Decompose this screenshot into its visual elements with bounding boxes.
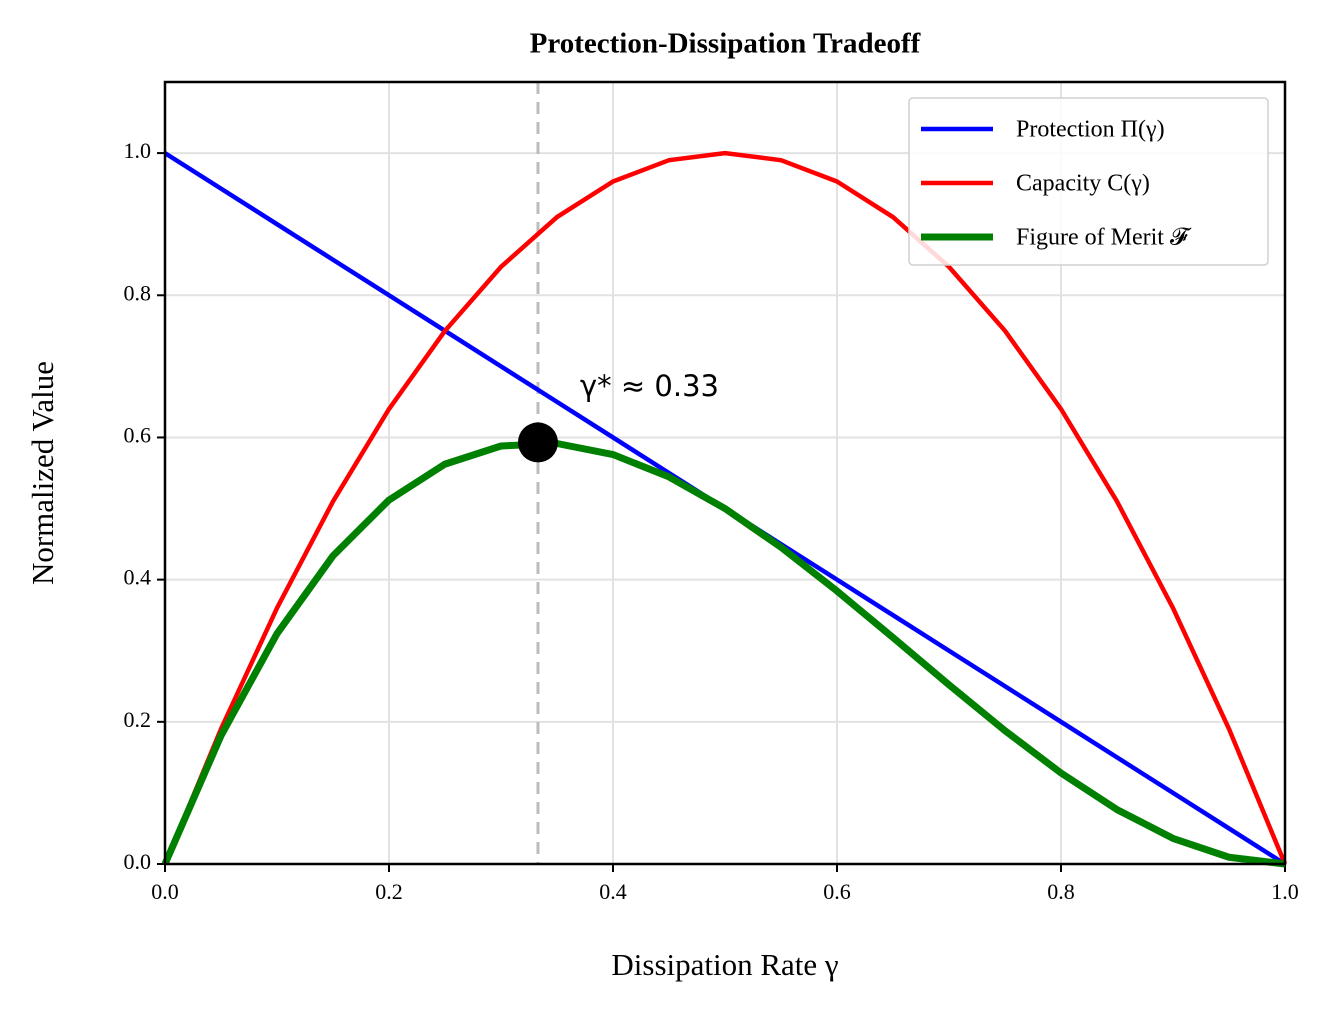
plot-frame: [163, 80, 1287, 866]
legend-label: Capacity C(γ): [1016, 171, 1150, 197]
series-line: [161, 439, 1286, 868]
x-axis-label: Dissipation Rate γ: [611, 947, 838, 982]
y-tick-label: 0.2: [124, 707, 152, 732]
x-tick-label: 0.6: [823, 879, 851, 904]
x-tick-label: 0.2: [375, 879, 403, 904]
y-axis-label: Normalized Value: [25, 361, 60, 585]
optimum-point: [517, 422, 558, 463]
y-tick-label: 0.8: [124, 280, 152, 305]
y-tick-label: 1.0: [124, 138, 152, 163]
x-tick-label: 1.0: [1271, 879, 1299, 904]
y-tick-label: 0.4: [124, 565, 152, 590]
legend-box: [908, 97, 1269, 266]
legend-label: Protection Π(γ): [1016, 117, 1165, 143]
x-tick-label: 0.4: [599, 879, 627, 904]
x-tick-label: 0.0: [151, 879, 179, 904]
x-tick-label: 0.8: [1047, 879, 1075, 904]
annotation: γ* ≈ 0.33: [580, 369, 719, 403]
y-tick-label: 0.0: [124, 849, 152, 874]
legend-label: Figure of Merit 𝓕: [1016, 225, 1192, 251]
legend: Protection Π(γ) Capacity C(γ) Figure of Me…: [908, 97, 1269, 266]
y-tick-label: 0.6: [124, 423, 152, 448]
series-line: [162, 150, 1288, 865]
chart-title: Protection-Dissipation Tradeoff: [530, 28, 921, 60]
